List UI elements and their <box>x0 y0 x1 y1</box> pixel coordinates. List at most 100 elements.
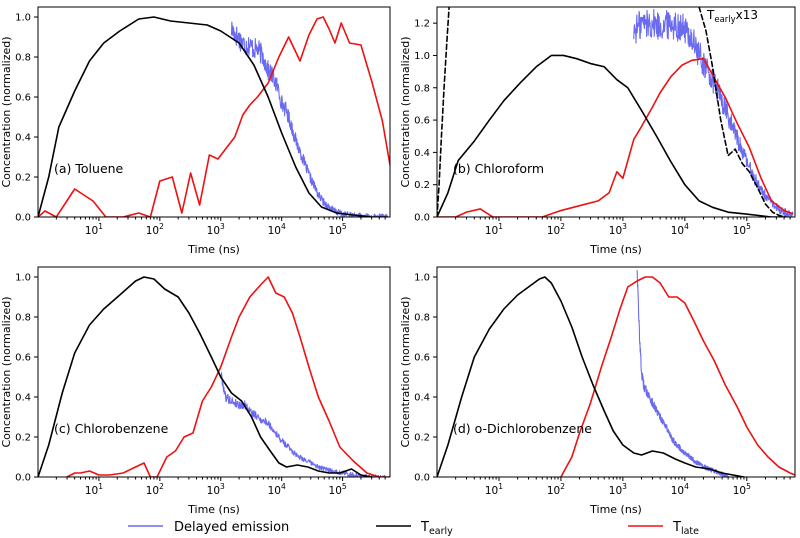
y-tick-label: 0.4 <box>414 393 430 404</box>
series-line-delayed-emission <box>230 21 389 217</box>
x-tick-exp: 4 <box>281 222 286 231</box>
x-tick-base: 10 <box>207 485 220 497</box>
series-line-t-late <box>38 16 390 217</box>
series-line-t-early-x13-tail <box>698 7 787 217</box>
x-tick-exp: 5 <box>342 482 347 491</box>
x-tick-label: 102 <box>146 222 164 237</box>
x-axis-label: Time (ns) <box>589 503 642 516</box>
x-tick-label: 101 <box>85 482 103 497</box>
x-tick-base: 10 <box>733 485 746 497</box>
x-tick-exp: 2 <box>159 482 164 491</box>
x-tick-base: 10 <box>146 485 159 497</box>
x-tick-exp: 2 <box>560 482 565 491</box>
panel-title: (a) Toluene <box>54 161 124 176</box>
x-tick-base: 10 <box>485 485 498 497</box>
x-tick-base: 10 <box>733 225 746 237</box>
x-tick-exp: 5 <box>342 222 347 231</box>
y-axis-label: Concentration (normalized) <box>399 36 412 187</box>
x-tick-exp: 3 <box>622 222 627 231</box>
x-axis-label: Time (ns) <box>187 503 240 516</box>
x-tick-exp: 4 <box>684 482 689 491</box>
x-tick-base: 10 <box>671 485 684 497</box>
y-tick-label: 0.4 <box>15 133 31 144</box>
legend-label-early-main: T <box>420 520 429 535</box>
x-tick-label: 103 <box>207 482 225 497</box>
y-tick-label: 0.6 <box>15 353 31 364</box>
y-tick-label: 1.0 <box>15 273 31 284</box>
y-axis-label: Concentration (normalized) <box>399 296 412 447</box>
y-tick-label: 1.0 <box>414 273 430 284</box>
legend-label-early-sub: early <box>429 526 453 537</box>
x-tick-label: 103 <box>207 222 225 237</box>
y-tick-label: 0.0 <box>414 473 430 484</box>
x-tick-base: 10 <box>547 485 560 497</box>
x-tick-label: 105 <box>329 482 347 497</box>
annotation-tail: x13 <box>736 8 758 22</box>
series-line-t-early <box>437 54 785 217</box>
x-tick-base: 10 <box>329 485 342 497</box>
y-tick-label: 0.2 <box>414 433 430 444</box>
x-tick-exp: 3 <box>622 482 627 491</box>
y-tick-label: 0.2 <box>15 173 31 184</box>
y-tick-label: 0.6 <box>15 93 31 104</box>
y-tick-label: 1.0 <box>15 13 31 24</box>
series-line-t-late <box>437 57 794 217</box>
legend-label-late-main: T <box>672 520 681 535</box>
x-tick-label: 104 <box>268 222 286 237</box>
panel-title: (b) Chloroform <box>453 161 544 176</box>
x-tick-base: 10 <box>609 485 622 497</box>
series-line-t-late <box>560 276 795 477</box>
x-tick-label: 104 <box>671 482 689 497</box>
y-axis-label: Concentration (normalized) <box>0 36 13 187</box>
x-tick-label: 104 <box>268 482 286 497</box>
x-tick-label: 103 <box>609 482 627 497</box>
x-tick-base: 10 <box>146 225 159 237</box>
series-line-delayed-emission <box>633 8 794 217</box>
x-tick-exp: 2 <box>159 222 164 231</box>
legend-label-early: Tearly <box>420 520 453 537</box>
x-tick-exp: 5 <box>746 482 751 491</box>
axes-frame <box>436 266 796 478</box>
x-tick-base: 10 <box>329 225 342 237</box>
axes-frame <box>37 266 391 478</box>
y-tick-label: 0.8 <box>414 313 430 324</box>
x-tick-exp: 1 <box>98 482 103 491</box>
x-tick-label: 103 <box>609 222 627 237</box>
x-tick-label: 101 <box>485 482 503 497</box>
panel-title: (d) o-Dichlorobenzene <box>453 421 592 436</box>
series-line-t-early <box>437 276 745 477</box>
x-tick-label: 101 <box>85 222 103 237</box>
x-tick-label: 102 <box>547 222 565 237</box>
y-tick-label: 0.8 <box>15 313 31 324</box>
x-tick-label: 105 <box>733 482 751 497</box>
x-axis-label: Time (ns) <box>187 243 240 256</box>
y-tick-label: 1.0 <box>414 51 430 62</box>
x-tick-exp: 4 <box>281 482 286 491</box>
axes-frame <box>436 6 796 218</box>
y-tick-label: 0.4 <box>414 148 430 159</box>
y-tick-label: 0.0 <box>15 213 31 224</box>
x-tick-label: 101 <box>485 222 503 237</box>
x-tick-base: 10 <box>547 225 560 237</box>
y-tick-label: 0.6 <box>414 116 430 127</box>
annotation-main: T <box>706 8 715 22</box>
y-tick-label: 0.8 <box>414 83 430 94</box>
x-tick-exp: 1 <box>498 482 503 491</box>
x-tick-exp: 3 <box>220 222 225 231</box>
y-tick-label: 0.2 <box>414 180 430 191</box>
x-tick-base: 10 <box>609 225 622 237</box>
x-tick-base: 10 <box>268 485 281 497</box>
series-line-t-early-x13 <box>437 7 450 217</box>
x-tick-label: 104 <box>671 222 689 237</box>
annotation-label: Tearlyx13 <box>706 8 758 25</box>
x-tick-base: 10 <box>207 225 220 237</box>
x-tick-base: 10 <box>268 225 281 237</box>
series-line-delayed-emission <box>220 372 386 477</box>
annotation-sub: early <box>714 15 735 25</box>
y-tick-label: 0.6 <box>414 353 430 364</box>
x-tick-exp: 2 <box>560 222 565 231</box>
